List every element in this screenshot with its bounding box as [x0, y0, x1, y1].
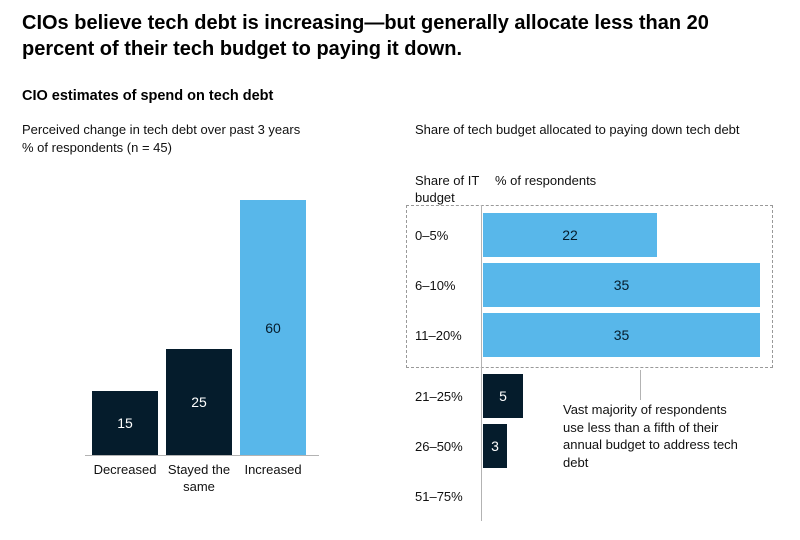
change-chart-subtitle: % of respondents (n = 45) [22, 139, 172, 155]
budget-col-header-left: Share of IT budget [415, 173, 480, 205]
change-bar: 25 [166, 349, 232, 455]
budget-col-header-right: % of respondents [495, 173, 597, 188]
y-axis-line [481, 205, 482, 521]
change-chart-title: Perceived change in tech debt over past … [22, 122, 301, 137]
change-chart: Perceived change in tech debt over past … [22, 121, 367, 521]
budget-chart-title: Share of tech budget allocated to paying… [415, 122, 740, 137]
budget-row-label: 51–75% [415, 488, 463, 504]
change-bar: 15 [92, 391, 158, 455]
budget-row: 6–10% 35 [415, 263, 775, 307]
budget-row: 11–20% 35 [415, 313, 775, 357]
change-bar-value-label: 60 [265, 319, 281, 336]
x-axis-line [85, 455, 319, 456]
change-bar: 60 [240, 200, 306, 455]
change-bar-value-label: 25 [191, 394, 207, 410]
budget-row: 26–50% 3 [415, 424, 775, 468]
budget-bar: 22 [483, 213, 657, 257]
exhibit-subtitle: CIO estimates of spend on tech debt [22, 88, 274, 104]
x-axis-category-label: Stayed the same [167, 462, 231, 494]
budget-row-label: 26–50% [415, 438, 463, 454]
budget-bar: 35 [483, 263, 760, 307]
budget-chart-rows: 0–5% 22 6–10% 35 11–20% 35 21–25% 5 26–50% 3 51–75… [415, 213, 775, 524]
budget-row-label: 11–20% [415, 327, 462, 343]
budget-row-label: 21–25% [415, 388, 463, 404]
annotation-text: Vast majority of respondents use less th… [563, 402, 738, 470]
budget-chart: Share of tech budget allocated to paying… [406, 121, 793, 531]
budget-row-label: 6–10% [415, 277, 456, 293]
budget-row: 21–25% 5 [415, 374, 775, 418]
change-chart-categories: Decreased Stayed the same Increased [92, 462, 306, 496]
budget-row: 0–5% 22 [415, 213, 775, 257]
x-axis-category-label: Increased [244, 462, 302, 477]
budget-bar: 5 [483, 374, 523, 418]
x-axis-category-label: Decreased [93, 462, 157, 477]
change-chart-bars: 15 25 60 [92, 200, 306, 455]
highlight-box [406, 205, 773, 368]
exhibit-title: CIOs believe tech debt is increasing—but… [22, 12, 709, 61]
budget-row: 51–75% [415, 474, 775, 518]
budget-bar: 3 [483, 424, 507, 468]
annotation-connector-line [640, 370, 641, 400]
change-bar-value-label: 15 [117, 415, 133, 431]
budget-bar: 35 [483, 313, 760, 357]
budget-row-label: 0–5% [415, 227, 449, 243]
